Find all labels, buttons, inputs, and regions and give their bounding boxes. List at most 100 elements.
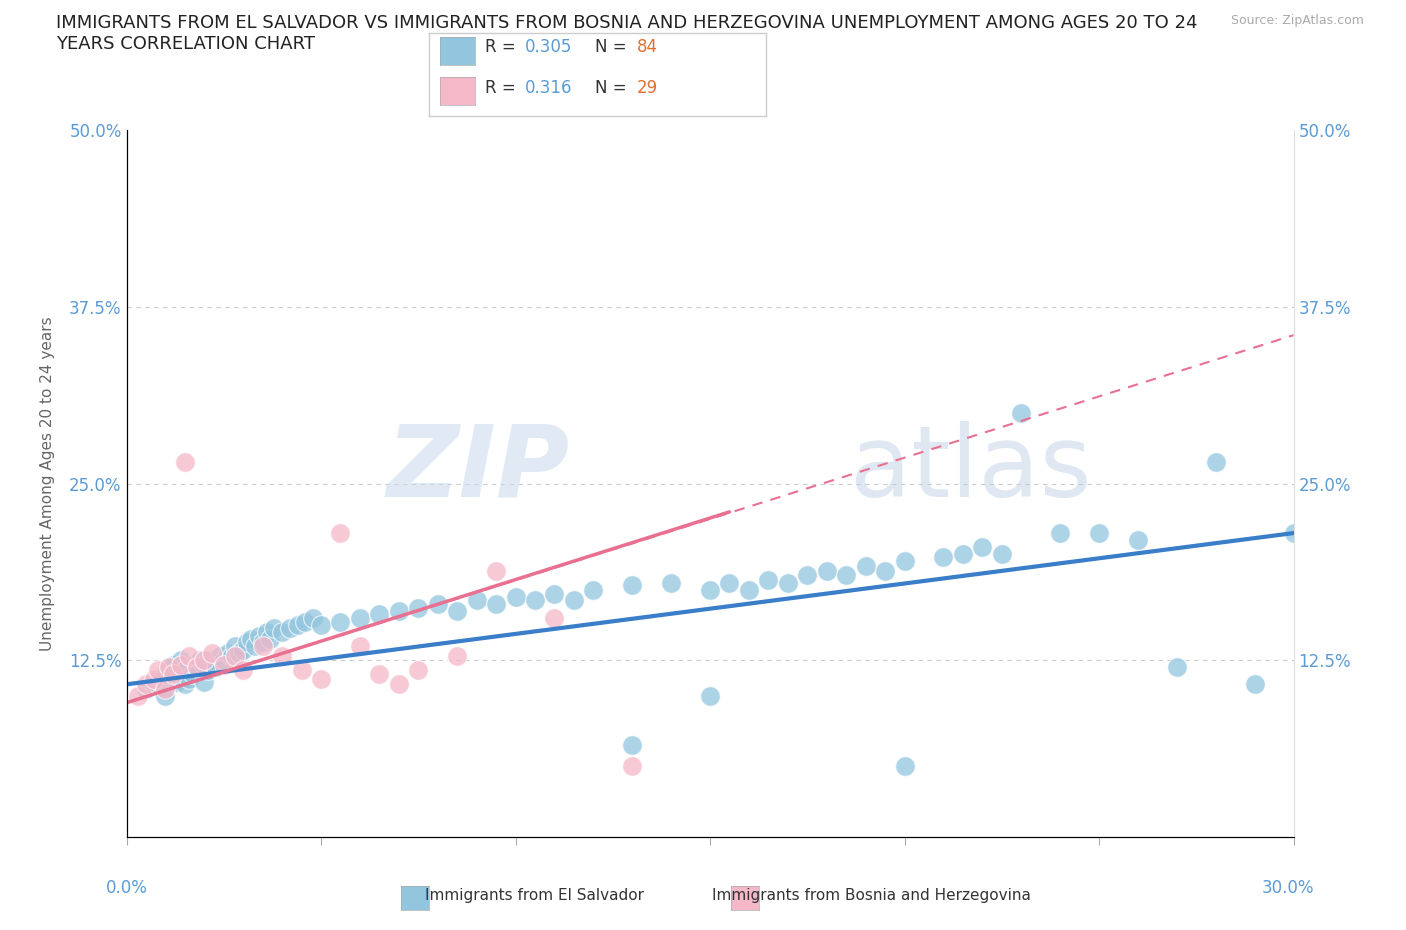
Point xyxy=(329,525,352,540)
Point xyxy=(349,610,371,625)
Text: Immigrants from Bosnia and Herzegovina: Immigrants from Bosnia and Herzegovina xyxy=(713,888,1031,903)
Point xyxy=(193,653,215,668)
Point xyxy=(236,634,259,649)
Point xyxy=(932,550,955,565)
Point xyxy=(309,618,332,632)
Text: Immigrants from El Salvador: Immigrants from El Salvador xyxy=(425,888,644,903)
Point xyxy=(224,648,246,663)
Y-axis label: Unemployment Among Ages 20 to 24 years: Unemployment Among Ages 20 to 24 years xyxy=(41,316,55,651)
Text: YEARS CORRELATION CHART: YEARS CORRELATION CHART xyxy=(56,35,315,53)
Point xyxy=(135,681,157,696)
Point xyxy=(162,667,184,682)
Point xyxy=(893,554,915,569)
Point xyxy=(621,737,644,752)
Point xyxy=(247,629,270,644)
Point xyxy=(162,658,184,672)
Point xyxy=(170,658,193,672)
Point xyxy=(621,759,644,774)
Point xyxy=(523,592,546,607)
Point xyxy=(135,677,157,692)
Point xyxy=(368,667,391,682)
Point xyxy=(465,592,488,607)
Point xyxy=(505,590,527,604)
Point xyxy=(562,592,585,607)
Text: 84: 84 xyxy=(637,37,658,56)
Text: N =: N = xyxy=(595,37,631,56)
Point xyxy=(446,604,468,618)
Text: ZIP: ZIP xyxy=(387,421,569,518)
Point xyxy=(388,677,411,692)
Point xyxy=(177,648,200,663)
Point xyxy=(699,582,721,597)
Point xyxy=(127,688,149,703)
Point xyxy=(543,610,565,625)
Point xyxy=(166,674,188,689)
Point xyxy=(212,653,235,668)
Point xyxy=(368,606,391,621)
Text: IMMIGRANTS FROM EL SALVADOR VS IMMIGRANTS FROM BOSNIA AND HERZEGOVINA UNEMPLOYME: IMMIGRANTS FROM EL SALVADOR VS IMMIGRANT… xyxy=(56,14,1198,32)
Point xyxy=(256,625,278,640)
Point xyxy=(796,568,818,583)
Text: 0.316: 0.316 xyxy=(524,79,572,98)
Point xyxy=(278,620,301,635)
Point xyxy=(259,631,281,646)
Point xyxy=(1049,525,1071,540)
Point xyxy=(1205,455,1227,470)
Text: R =: R = xyxy=(485,37,522,56)
Text: 0.0%: 0.0% xyxy=(105,879,148,897)
Point xyxy=(155,688,177,703)
Point xyxy=(217,645,239,660)
Point xyxy=(1010,405,1032,420)
Point xyxy=(446,648,468,663)
Point xyxy=(193,658,215,672)
Point xyxy=(271,648,294,663)
Point xyxy=(815,564,838,578)
Point xyxy=(1282,525,1305,540)
Point xyxy=(142,671,165,686)
Point xyxy=(294,615,316,630)
Point xyxy=(543,587,565,602)
Point xyxy=(271,625,294,640)
Point xyxy=(181,667,204,682)
Point xyxy=(155,667,177,682)
Point xyxy=(1126,533,1149,548)
Text: N =: N = xyxy=(595,79,631,98)
Point xyxy=(875,564,897,578)
Point xyxy=(224,639,246,654)
Point xyxy=(193,674,215,689)
Point xyxy=(408,663,430,678)
Point xyxy=(197,663,219,678)
Point xyxy=(972,539,994,554)
Point xyxy=(659,575,682,590)
Point xyxy=(157,663,180,678)
Point xyxy=(408,601,430,616)
Point xyxy=(221,648,243,663)
Point xyxy=(718,575,741,590)
Point xyxy=(232,663,254,678)
Point xyxy=(952,547,974,562)
Point xyxy=(201,645,224,660)
Point xyxy=(776,575,799,590)
Point xyxy=(186,660,208,675)
Point xyxy=(205,660,228,675)
Point xyxy=(290,663,312,678)
Point xyxy=(349,639,371,654)
Text: atlas: atlas xyxy=(851,421,1091,518)
Text: 0.305: 0.305 xyxy=(524,37,572,56)
Point xyxy=(263,620,285,635)
Point xyxy=(756,572,779,587)
Point xyxy=(157,660,180,675)
Point xyxy=(252,634,274,649)
Point xyxy=(155,681,177,696)
Point xyxy=(186,660,208,675)
Point xyxy=(426,596,449,611)
Text: Source: ZipAtlas.com: Source: ZipAtlas.com xyxy=(1230,14,1364,27)
Point xyxy=(190,653,212,668)
Text: 30.0%: 30.0% xyxy=(1263,879,1315,897)
Point xyxy=(174,677,197,692)
Point xyxy=(1166,660,1188,675)
Point xyxy=(329,615,352,630)
Point xyxy=(621,578,644,592)
Point xyxy=(893,759,915,774)
Point xyxy=(1243,677,1265,692)
